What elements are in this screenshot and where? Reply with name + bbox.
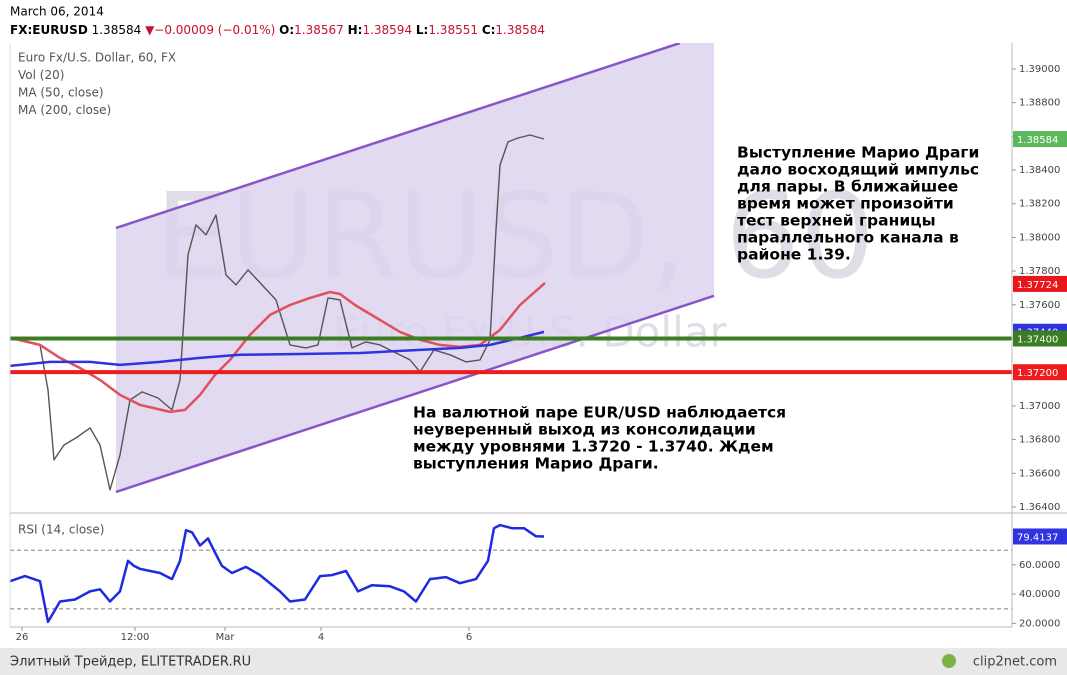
annotation: неуверенный выход из консолидации bbox=[413, 421, 756, 439]
open: 1.38567 bbox=[294, 23, 344, 37]
y-tick-label: 1.37800 bbox=[1019, 266, 1060, 277]
legend-entry: MA (50, close) bbox=[18, 86, 104, 100]
y-tick-label: 20.0000 bbox=[1019, 618, 1060, 629]
footer-brand: clip2net.com bbox=[973, 655, 1057, 670]
legend-entry: RSI (14, close) bbox=[18, 523, 104, 537]
clip2net-icon bbox=[942, 654, 956, 668]
annotation: Выступление Марио Драги bbox=[737, 144, 979, 162]
low: 1.38551 bbox=[428, 23, 478, 37]
x-tick-label: 6 bbox=[466, 632, 472, 643]
x-tick-label: 26 bbox=[16, 632, 29, 643]
legend-entry: Vol (20) bbox=[18, 68, 64, 82]
channel-line bbox=[115, 43, 681, 230]
channel-fill bbox=[116, 43, 714, 492]
legend-entry: MA (200, close) bbox=[18, 103, 111, 117]
channel-line bbox=[115, 294, 715, 494]
y-tick-label: 1.38000 bbox=[1019, 232, 1060, 243]
price-tag-bg bbox=[1013, 364, 1067, 381]
legend-entry: Euro Fx/U.S. Dollar, 60, FX bbox=[18, 51, 176, 65]
price-tag-bg bbox=[1013, 275, 1067, 292]
y-tick-label: 1.38400 bbox=[1019, 165, 1060, 176]
change: −0.00009 (−0.01%) bbox=[154, 23, 275, 37]
date: March 06, 2014 bbox=[10, 5, 104, 19]
series-line bbox=[10, 523, 545, 624]
y-tick-label: 40.0000 bbox=[1019, 589, 1060, 600]
series-line bbox=[10, 134, 545, 491]
series-line bbox=[10, 330, 545, 368]
overlay: 1.390001.388001.386001.384001.382001.380… bbox=[9, 43, 1067, 643]
rsi-plot bbox=[10, 523, 1012, 624]
h-label: H: bbox=[348, 23, 363, 37]
annotation: На валютной паре EUR/USD наблюдается bbox=[413, 404, 786, 422]
x-tick-label: 12:00 bbox=[121, 632, 150, 643]
y-tick-label: 60.0000 bbox=[1019, 560, 1060, 571]
annotation: районе 1.39. bbox=[737, 246, 851, 264]
x-tick-label: Mar bbox=[216, 632, 236, 643]
symbol: FX:EURUSD bbox=[10, 23, 88, 37]
annotation: выступления Марио Драги. bbox=[413, 455, 659, 473]
price-tag: 1.37724 bbox=[1017, 280, 1058, 291]
high: 1.38594 bbox=[362, 23, 412, 37]
series-line bbox=[10, 281, 546, 414]
annotation: время может произойти bbox=[737, 195, 954, 213]
price-tag-bg bbox=[1013, 528, 1067, 545]
x-tick-label: 4 bbox=[318, 632, 324, 643]
y-tick-label: 1.38800 bbox=[1019, 98, 1060, 109]
last: 1.38584 bbox=[92, 23, 142, 37]
annotation: параллельного канала в bbox=[737, 229, 959, 247]
quote-line: FX:EURUSD 1.38584 ▼−0.00009 (−0.01%) O:1… bbox=[10, 23, 545, 37]
price-tag: 1.38584 bbox=[1017, 135, 1058, 146]
price-tag: 79.4137 bbox=[1017, 532, 1058, 543]
y-tick-label: 1.36800 bbox=[1019, 435, 1060, 446]
price-tag: 1.37200 bbox=[1017, 368, 1058, 379]
close: 1.38584 bbox=[495, 23, 545, 37]
y-tick-label: 1.36600 bbox=[1019, 468, 1060, 479]
arrow: ▼ bbox=[145, 23, 155, 37]
y-tick-label: 1.37600 bbox=[1019, 300, 1060, 311]
price-tag-bg bbox=[1013, 131, 1067, 148]
c-label: C: bbox=[482, 23, 496, 37]
price-tag: 1.37400 bbox=[1017, 334, 1058, 345]
annotation: дало восходящий импульс bbox=[737, 161, 979, 179]
footer-bar bbox=[0, 648, 1067, 675]
o-label: O: bbox=[279, 23, 294, 37]
annotation: тест верхней границы bbox=[737, 212, 936, 230]
l-label: L: bbox=[416, 23, 428, 37]
main-plot: EURUSD, 60Euro Fx/U.S. Dollar bbox=[10, 43, 1012, 494]
price-tag-bg bbox=[1013, 330, 1067, 347]
y-tick-label: 1.37000 bbox=[1019, 401, 1060, 412]
footer-source: Элитный Трейдер, ELITETRADER.RU bbox=[10, 655, 251, 670]
annotation: между уровнями 1.3720 - 1.3740. Ждем bbox=[413, 438, 774, 456]
y-tick-label: 1.38200 bbox=[1019, 199, 1060, 210]
y-tick-label: 1.39000 bbox=[1019, 64, 1060, 75]
annotation: для пары. В ближайшее bbox=[737, 178, 958, 196]
y-tick-label: 1.36400 bbox=[1019, 502, 1060, 513]
